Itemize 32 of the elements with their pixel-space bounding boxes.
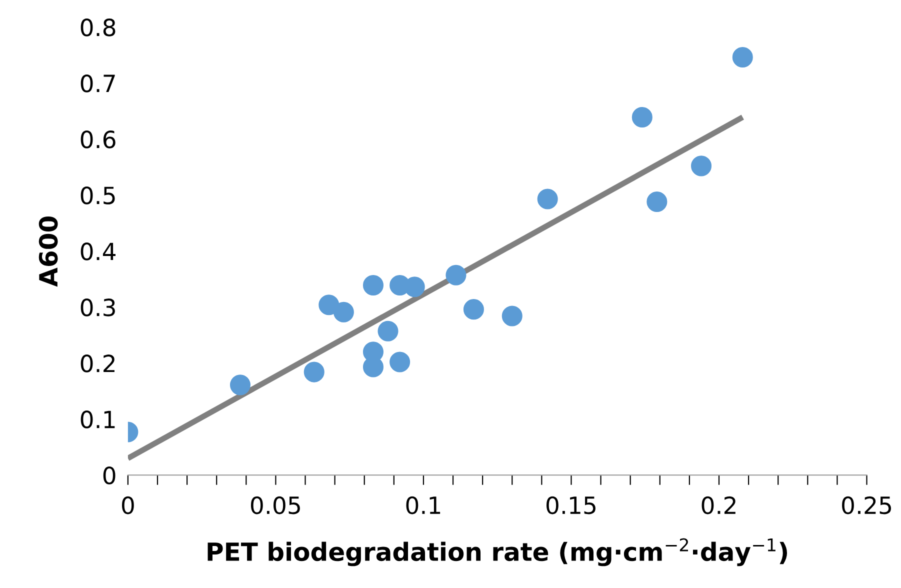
- point: [537, 188, 558, 210]
- point: [362, 274, 384, 296]
- y-tick-label: 0.7: [80, 74, 115, 92]
- point: [732, 47, 753, 68]
- y-tick-label: 0.5: [80, 186, 115, 204]
- point: [646, 192, 668, 212]
- point: [502, 306, 522, 326]
- point: [230, 374, 251, 396]
- y-tick-label: 0.8: [80, 18, 116, 36]
- x-tick-label: 0.05: [250, 496, 300, 514]
- point: [691, 156, 712, 176]
- point: [463, 299, 484, 320]
- x-tick-label: 0.2: [702, 496, 736, 514]
- point: [318, 294, 340, 316]
- y-tick-label: 0.2: [80, 354, 114, 372]
- y-tick-label: 0.4: [80, 242, 116, 260]
- point: [333, 302, 354, 322]
- y-axis-title: A600: [38, 216, 58, 287]
- x-tick-label: 0.15: [546, 496, 596, 514]
- x-tick-label: 0.25: [842, 496, 891, 514]
- x-tick-label: 0.1: [406, 496, 440, 514]
- y-tick-label: 0.3: [80, 298, 115, 316]
- x-tick-label: 0: [122, 496, 134, 514]
- y-tick-label: 0.1: [80, 410, 115, 428]
- point: [304, 362, 324, 382]
- y-tick-label: 0: [103, 466, 116, 484]
- x-axis-title: PET biodegradation rate (mg·cm$^{−2}$·day$^{−1}$): [208, 538, 788, 566]
- point: [390, 352, 410, 372]
- point: [632, 106, 652, 128]
- point: [378, 320, 398, 342]
- y-tick-label: 0.6: [80, 130, 116, 148]
- point: [446, 264, 466, 286]
